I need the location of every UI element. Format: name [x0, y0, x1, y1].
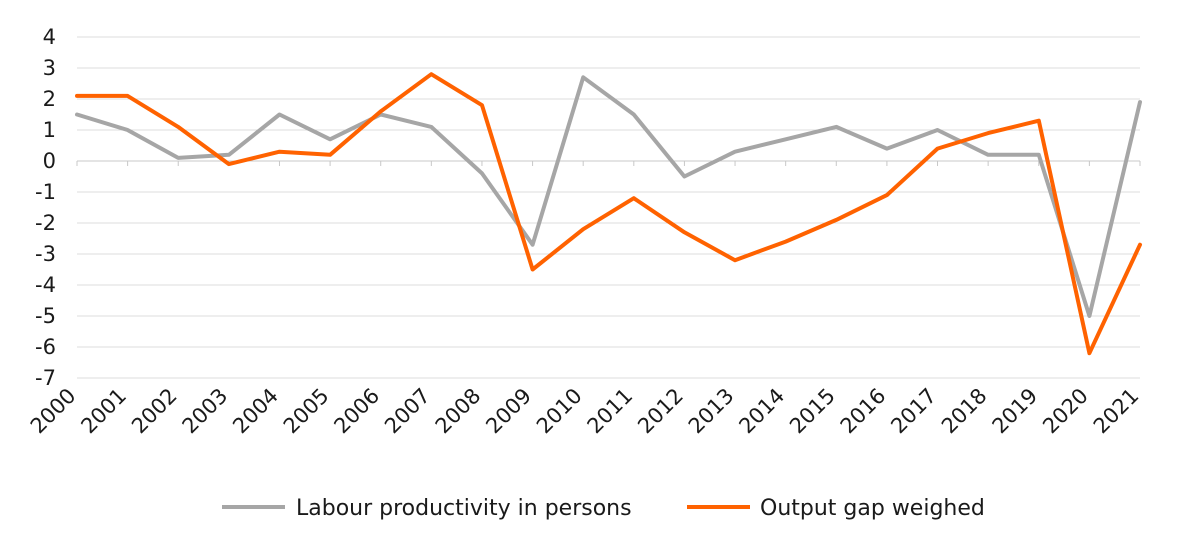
y-tick-label: -5 [35, 304, 56, 328]
x-tick-label: 2008 [431, 384, 486, 439]
legend-label: Labour productivity in persons [296, 496, 632, 521]
x-tick-label: 2009 [481, 384, 536, 439]
legend: Labour productivity in persons Output gap… [222, 496, 985, 521]
data-point [530, 267, 535, 272]
data-point [986, 152, 991, 157]
x-tick-label: 2010 [532, 384, 587, 439]
data-point [125, 128, 130, 133]
data-point [783, 137, 788, 142]
x-axis: 2000200120022003200420052006200720082009… [26, 161, 1144, 438]
y-tick-label: -2 [35, 211, 56, 235]
y-tick-label: -4 [35, 273, 56, 297]
data-point [631, 112, 636, 117]
data-point [277, 112, 282, 117]
data-point [479, 171, 484, 176]
x-tick-label: 2002 [127, 384, 182, 439]
data-point [935, 128, 940, 133]
y-tick-label: 0 [43, 149, 56, 173]
data-point [429, 124, 434, 129]
data-point [682, 230, 687, 235]
data-point [783, 239, 788, 244]
data-point [834, 124, 839, 129]
x-tick-label: 2005 [279, 384, 334, 439]
x-tick-label: 2003 [178, 384, 233, 439]
x-tick-label: 2001 [76, 384, 131, 439]
data-point [682, 174, 687, 179]
x-tick-label: 2007 [380, 384, 435, 439]
data-point [125, 93, 130, 98]
y-tick-label: -7 [35, 366, 56, 390]
data-point [328, 137, 333, 142]
y-tick-label: -6 [35, 335, 56, 359]
data-point [986, 131, 991, 136]
y-tick-label: 3 [43, 56, 56, 80]
data-point [226, 152, 231, 157]
data-point [631, 196, 636, 201]
x-tick-label: 2015 [785, 384, 840, 439]
data-point [75, 112, 80, 117]
data-point [328, 152, 333, 157]
y-tick-label: 1 [43, 118, 56, 142]
data-point [884, 146, 889, 151]
x-tick-label: 2021 [1089, 384, 1144, 439]
x-tick-label: 2011 [583, 384, 638, 439]
y-tick-label: 4 [43, 25, 56, 49]
data-point [581, 227, 586, 232]
y-tick-label: 2 [43, 87, 56, 111]
data-point [378, 109, 383, 114]
data-point [834, 217, 839, 222]
data-point [176, 124, 181, 129]
data-point [1087, 314, 1092, 319]
x-tick-label: 2012 [633, 384, 688, 439]
data-point [277, 149, 282, 154]
gridlines [77, 36, 1140, 379]
y-tick-label: -1 [35, 180, 56, 204]
series-lines [75, 72, 1143, 356]
data-point [1138, 242, 1143, 247]
x-tick-label: 2006 [329, 384, 384, 439]
x-tick-label: 2000 [26, 384, 81, 439]
x-tick-label: 2016 [836, 384, 891, 439]
series-line-labour-productivity [75, 75, 1142, 318]
data-point [226, 162, 231, 167]
data-point [884, 193, 889, 198]
data-point [733, 149, 738, 154]
data-point [1138, 100, 1143, 105]
data-point [1036, 118, 1041, 123]
data-point [479, 103, 484, 108]
x-tick-label: 2004 [228, 384, 283, 439]
y-tick-label: -3 [35, 242, 56, 266]
x-tick-label: 2014 [734, 384, 789, 439]
data-point [1036, 152, 1041, 157]
data-point [530, 242, 535, 247]
series-line-output-gap [75, 72, 1142, 356]
x-tick-label: 2017 [886, 384, 941, 439]
data-point [176, 155, 181, 160]
x-tick-label: 2020 [1038, 384, 1093, 439]
data-point [733, 258, 738, 263]
x-tick-label: 2019 [988, 384, 1043, 439]
data-point [75, 93, 80, 98]
legend-label: Output gap weighed [760, 496, 985, 521]
data-point [1087, 351, 1092, 356]
data-point [429, 72, 434, 77]
x-tick-label: 2018 [937, 384, 992, 439]
data-point [581, 75, 586, 80]
x-tick-label: 2013 [684, 384, 739, 439]
data-point [935, 146, 940, 151]
y-axis: 4 3 2 1 0 -1 -2 -3 -4 -5 -6 -7 [35, 25, 56, 390]
